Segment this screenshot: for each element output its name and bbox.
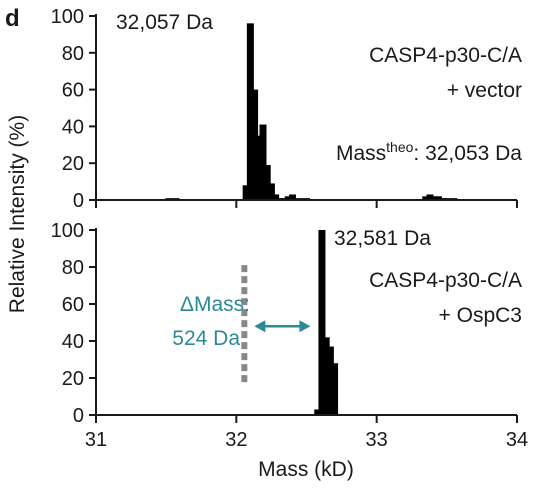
top-sample-name: CASP4-p30-C/A [369,44,522,67]
bottom-bar [326,346,334,415]
top-axes: 0 20 40 60 80 100 [51,6,518,212]
delta-mass-arrow [254,320,311,333]
bottom-bar [331,363,339,415]
top-bar [426,194,434,200]
bottom-bar [322,337,330,415]
bottom-bar [318,230,326,415]
top-bar [284,196,292,200]
delta-arrow-right-head [299,320,311,333]
bottom-y-tick-label: 20 [62,368,84,390]
bottom-x-tick-label: 34 [506,429,528,451]
delta-mass-label: ΔMass: [180,293,250,316]
top-bar [434,196,442,200]
delta-mass-value: 524 Da [172,327,240,350]
top-bar [267,183,275,200]
bottom-bar [314,409,322,415]
top-y-tick-label: 100 [51,6,84,28]
bottom-y-tick-label: 100 [51,220,84,242]
bottom-bars [314,230,339,415]
top-y-tick-label: 80 [62,43,84,65]
top-panel: 0 20 40 60 80 100 32,057 Da CASP4-p30-C/A + v… [51,6,523,212]
top-peak-label: 32,057 Da [116,11,213,34]
bottom-sample-name: CASP4-p30-C/A [369,269,522,292]
bottom-x-tick-label: 33 [366,429,388,451]
top-bar [422,196,430,200]
top-bar [255,135,263,200]
top-bar [242,185,250,200]
top-sample-condition: + vector [447,79,522,102]
top-y-tick-label: 20 [62,153,84,175]
top-y-tick-label: 60 [62,80,84,102]
bottom-axes: 0 20 40 60 80 100 31 32 33 34 [51,220,529,451]
bottom-x-tick-label: 32 [225,429,247,451]
top-bar [246,23,254,200]
top-bar [430,196,438,200]
top-bar [288,194,296,200]
bottom-panel: 0 20 40 60 80 100 31 32 33 34 ΔMass: 524 Da 32,58… [51,220,529,451]
bottom-sample-condition: + OspC3 [439,304,522,327]
top-bar [259,124,267,200]
y-axis-title: Relative Intensity (%) [6,115,29,313]
bottom-peak-label: 32,581 Da [334,227,431,250]
top-bar [251,89,259,200]
top-y-tick-label: 40 [62,116,84,138]
bottom-y-tick-label: 80 [62,257,84,279]
bottom-x-tick-label: 31 [85,429,107,451]
theoretical-mass-label: Masstheo: 32,053 Da [336,139,522,165]
bottom-y-tick-label: 40 [62,331,84,353]
top-y-tick-label: 0 [73,190,84,212]
delta-arrow-left-head [254,320,266,333]
top-bar [272,194,280,200]
panel-label: d [5,5,20,32]
top-bar [263,165,271,200]
bottom-y-tick-label: 60 [62,294,84,316]
x-axis-title: Mass (kD) [258,458,354,481]
bottom-y-tick-label: 0 [73,405,84,427]
